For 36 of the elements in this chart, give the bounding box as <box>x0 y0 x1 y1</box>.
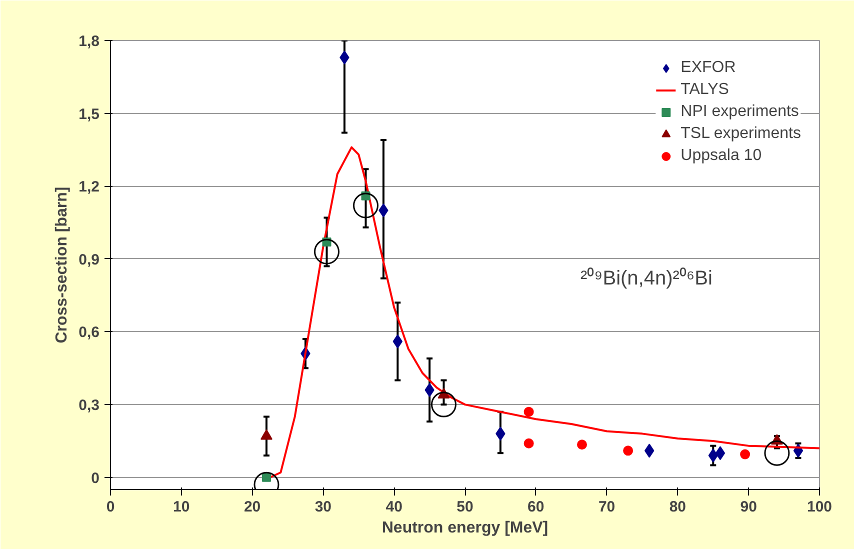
legend-label: EXFOR <box>680 59 736 77</box>
x-tick-label: 30 <box>314 498 332 516</box>
x-tick-label: 50 <box>456 498 474 516</box>
y-tick-label: 0,9 <box>78 251 100 268</box>
point <box>740 449 750 460</box>
x-tick-label: 80 <box>669 498 686 516</box>
y-axis-title: Cross-section [barn] <box>54 186 71 344</box>
point <box>524 438 534 448</box>
y-tick-label: 0 <box>91 470 100 487</box>
x-tick-label: 10 <box>173 498 190 516</box>
legend-label: Uppsala 10 <box>680 147 762 165</box>
point <box>524 406 534 417</box>
x-tick-label: 20 <box>244 498 261 516</box>
x-tick-label: 40 <box>386 498 402 516</box>
y-tick-label: 1,8 <box>78 33 100 50</box>
y-tick-label: 0,6 <box>78 324 100 342</box>
point <box>623 446 634 456</box>
legend-label: NPI experiments <box>680 103 799 121</box>
y-tick-label: 1,5 <box>78 106 100 123</box>
x-tick-label: 70 <box>598 498 616 516</box>
legend-label: TSL experiments <box>680 125 801 143</box>
point <box>715 446 726 460</box>
y-tick-label: 1,2 <box>78 178 100 196</box>
legend-label: TALYS <box>680 81 729 99</box>
point <box>314 238 340 264</box>
y-tick-label: 0,3 <box>78 397 100 414</box>
x-tick-label: 90 <box>740 498 757 516</box>
x-tick-label: 60 <box>528 498 544 516</box>
annotation: ²⁰⁹Bi(n,4n)²⁰⁶Bi <box>580 266 712 290</box>
point <box>352 192 378 218</box>
x-tick-label: 0 <box>106 498 115 516</box>
x-axis-title: Neutron energy [MeV] <box>382 520 548 536</box>
point <box>576 440 587 450</box>
point <box>430 392 456 418</box>
x-tick-label: 100 <box>806 498 832 516</box>
point <box>764 440 790 466</box>
